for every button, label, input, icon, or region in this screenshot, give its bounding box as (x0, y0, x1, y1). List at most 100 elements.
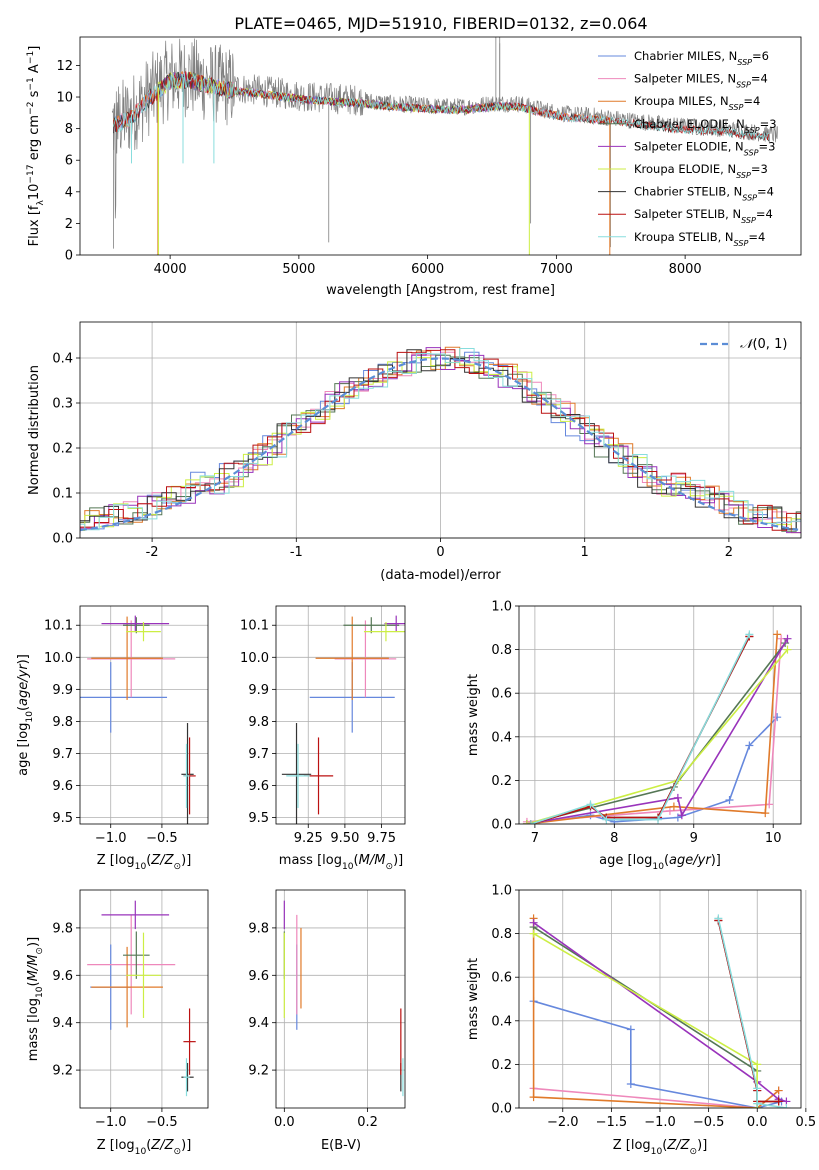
y-tick-label: 0.4 (491, 1014, 512, 1029)
weight-marker (586, 800, 595, 809)
y-axis-label: age [log10(age/yr)] (16, 654, 35, 776)
weight-marker (774, 1086, 783, 1095)
weight-marker (761, 809, 770, 818)
axes-frame (79, 605, 209, 825)
legend-label: Salpeter ELODIE, NSSP=3 (634, 139, 775, 157)
y-tick-label: 0.6 (491, 687, 512, 702)
x-tick-label: 5000 (282, 262, 315, 277)
axes-mass_vs_Z: −1.0 −0.5 9.2 9.4 9.6 9.8 (52, 889, 209, 1130)
y-tick-label: 9.6 (52, 779, 73, 794)
spectrum-model-line (113, 73, 769, 142)
x-tick-label: 0.5 (796, 1115, 817, 1130)
weight-marker (529, 1093, 538, 1102)
y-tick-label: 0.6 (491, 971, 512, 986)
y-tick-label: 1.0 (491, 884, 512, 899)
x-axis-label: (data-model)/error (380, 568, 501, 583)
y-tick-label: 9.8 (52, 715, 73, 730)
x-tick-label: 9.50 (330, 831, 359, 846)
y-tick-label: 9.2 (248, 1064, 269, 1079)
weight-marker (677, 811, 686, 820)
y-tick-label: 0.4 (52, 352, 73, 367)
weight-marker (529, 929, 538, 938)
x-tick-label: 9.75 (367, 831, 396, 846)
axes-weight_vs_Z: −2.0 −1.5 −1.0 −0.5 0.0 0.5 0.0 0.2 0.4 0.6 0.8 1.0 (491, 884, 816, 1131)
axes-residuals: -2 -1 0 1 2 0.0 0.1 0.2 0.3 0.4 (52, 321, 802, 560)
weight-marker (753, 1060, 762, 1069)
legend-label: 𝒩(0, 1) (740, 337, 787, 352)
weight-marker (669, 802, 678, 811)
x-tick-label: −1.0 (95, 1115, 127, 1130)
weight-marker (626, 1080, 635, 1089)
x-axis-label: Z [log10(Z/Z⊙)] (97, 1138, 192, 1157)
plot-area (283, 900, 404, 1097)
x-tick-label: −1.5 (596, 1115, 628, 1130)
axes-frame (79, 36, 802, 256)
y-tick-label: 8 (65, 122, 73, 137)
y-tick-label: 9.4 (52, 1016, 73, 1031)
x-axis-label: mass [log10(M/M⊙)] (279, 853, 403, 872)
weight-marker (753, 1099, 762, 1108)
axes-age_vs_Z: −1.0 −0.5 9.5 9.6 9.7 9.8 9.9 10.0 10.1 (44, 605, 209, 846)
x-tick-label: 8 (610, 831, 618, 846)
histogram-step (80, 347, 801, 534)
weight-marker (745, 630, 754, 639)
plot-area (522, 630, 792, 824)
weight-marker (783, 645, 792, 654)
y-tick-label: 0.2 (491, 774, 512, 789)
y-tick-label: 12 (56, 59, 73, 74)
y-tick-label: 9.8 (52, 921, 73, 936)
weight-marker (773, 713, 782, 722)
weight-marker (774, 1097, 783, 1106)
legend-label: Salpeter MILES, NSSP=4 (634, 72, 768, 90)
axes-spectrum: 4000 5000 6000 7000 8000 0 2 4 6 8 10 12 (56, 36, 802, 277)
y-tick-label: 9.5 (52, 811, 73, 826)
y-tick-label: 9.6 (52, 969, 73, 984)
y-tick-label: 9.7 (248, 747, 269, 762)
x-axis-label: age [log10(age/yr)] (599, 853, 721, 872)
y-tick-label: 0.0 (52, 532, 73, 547)
y-tick-label: 9.6 (248, 779, 269, 794)
axes-weight_vs_age: 7 8 9 10 0.0 0.2 0.4 0.6 0.8 1.0 (491, 600, 802, 846)
y-tick-label: 9.6 (248, 969, 269, 984)
y-tick-label: 9.8 (248, 715, 269, 730)
weight-marker (602, 815, 611, 824)
y-tick-label: 10.1 (44, 619, 73, 634)
y-tick-label: 9.5 (248, 811, 269, 826)
x-tick-label: 1 (581, 545, 589, 560)
axes-frame (79, 321, 802, 539)
x-tick-label: 9.25 (294, 831, 323, 846)
weight-marker (783, 634, 792, 643)
y-tick-label: 9.4 (248, 1016, 269, 1031)
plot-area (80, 615, 196, 824)
weight-marker (725, 796, 734, 805)
y-tick-label: 0.0 (491, 1102, 512, 1117)
weight-line (533, 922, 787, 1103)
y-axis-label: Normed distribution (27, 365, 42, 495)
x-tick-label: -1 (290, 545, 303, 560)
y-tick-label: 9.9 (248, 683, 269, 698)
x-tick-label: −0.5 (146, 1115, 178, 1130)
axes-frame (518, 889, 802, 1109)
y-tick-label: 0.2 (52, 442, 73, 457)
x-tick-label: 2 (725, 545, 733, 560)
weight-marker (745, 741, 754, 750)
x-tick-label: 7000 (540, 262, 573, 277)
axes-frame (275, 889, 406, 1109)
histogram-step (80, 349, 801, 531)
axes-frame (518, 605, 802, 825)
x-tick-label: −0.5 (146, 831, 178, 846)
axes-mass_vs_ebv: 0.0 0.2 9.2 9.4 9.6 9.8 (248, 889, 406, 1130)
weight-marker (782, 1104, 791, 1108)
weight-line (526, 638, 782, 823)
y-axis-label: mass [log10(M/M⊙)] (26, 937, 45, 1061)
legend: Chabrier MILES, NSSP=6 Salpeter MILES, NS… (598, 49, 777, 247)
x-tick-label: 6000 (411, 262, 444, 277)
y-tick-label: 0.4 (491, 730, 512, 745)
y-tick-label: 10.0 (44, 651, 73, 666)
y-tick-label: 0.3 (52, 397, 73, 412)
legend-label: Kroupa MILES, NSSP=4 (634, 94, 760, 112)
y-tick-label: 9.7 (52, 747, 73, 762)
plot-area (111, 37, 778, 255)
y-tick-label: 10 (56, 91, 73, 106)
y-tick-label: 2 (65, 217, 73, 232)
